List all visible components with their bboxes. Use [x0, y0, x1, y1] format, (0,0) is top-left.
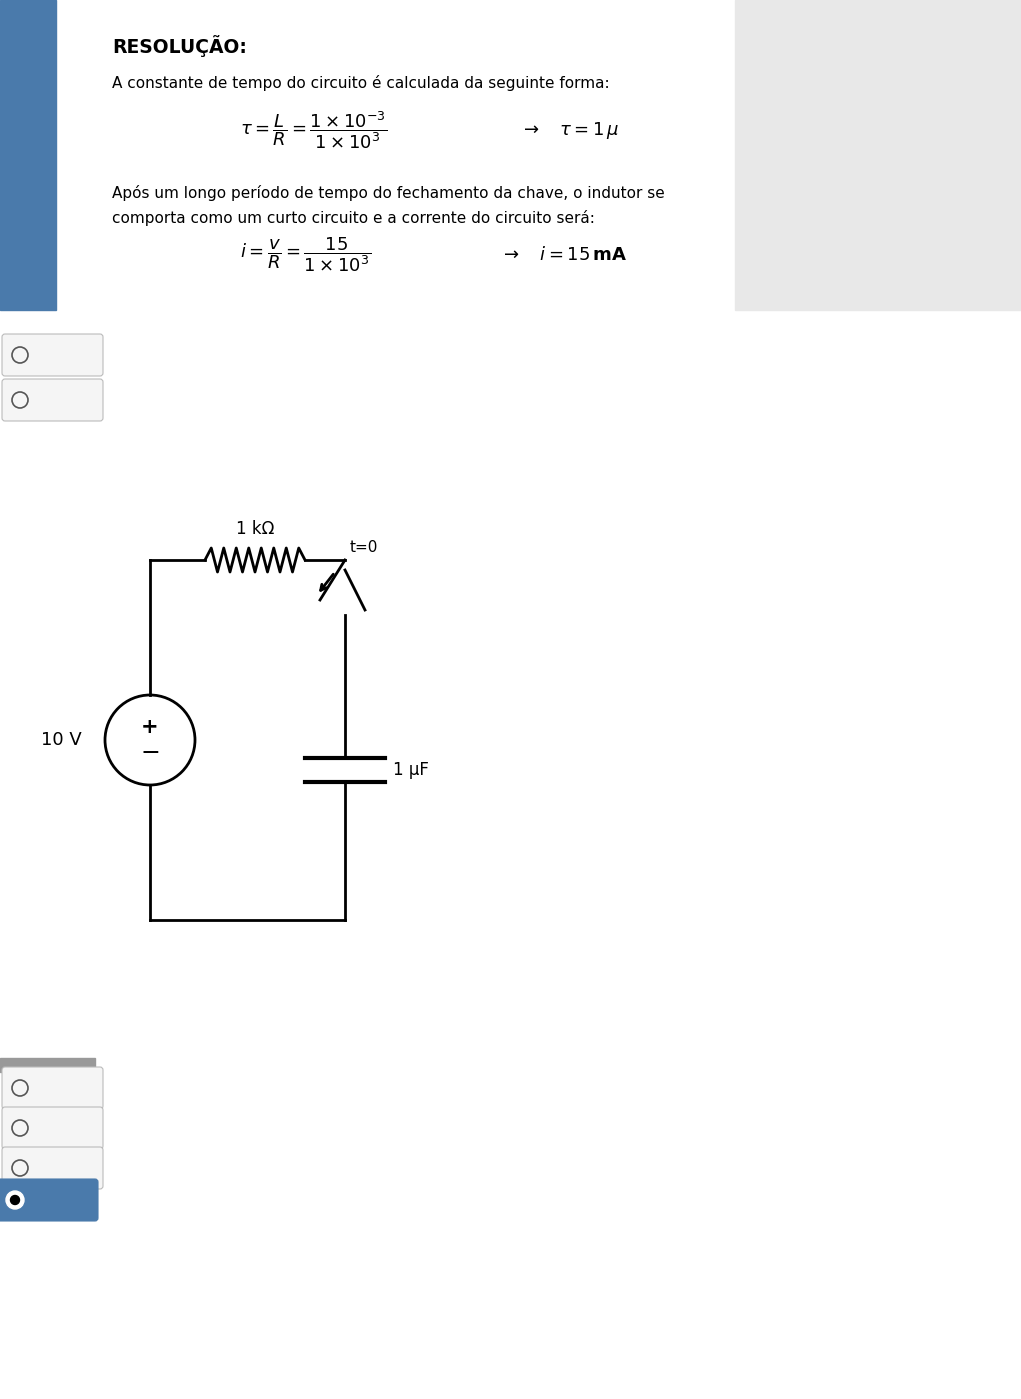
Circle shape — [6, 1191, 25, 1209]
Bar — [0, 1058, 95, 1072]
Text: $\tau = \dfrac{L}{R} = \dfrac{1 \times 10^{-3}}{1 \times 10^{3}}$: $\tau = \dfrac{L}{R} = \dfrac{1 \times 1… — [240, 109, 388, 151]
Text: $\rightarrow \quad i = 15\,\mathbf{mA}$: $\rightarrow \quad i = 15\,\mathbf{mA}$ — [500, 246, 627, 264]
FancyBboxPatch shape — [2, 1067, 103, 1109]
Text: 1 kΩ: 1 kΩ — [236, 520, 275, 539]
Text: RESOLUÇÃO:: RESOLUÇÃO: — [112, 35, 247, 57]
Text: −: − — [140, 741, 160, 765]
Text: Após um longo período de tempo do fechamento da chave, o indutor se: Após um longo período de tempo do fecham… — [112, 185, 665, 201]
Text: 10 V: 10 V — [41, 732, 82, 748]
Circle shape — [10, 1196, 19, 1205]
FancyBboxPatch shape — [0, 1179, 98, 1221]
FancyBboxPatch shape — [2, 1107, 103, 1149]
FancyBboxPatch shape — [2, 1147, 103, 1189]
FancyBboxPatch shape — [2, 334, 103, 376]
Text: 1 μF: 1 μF — [393, 761, 429, 779]
Circle shape — [105, 695, 195, 785]
Text: $\rightarrow \quad \tau = 1\,\mu$: $\rightarrow \quad \tau = 1\,\mu$ — [520, 119, 620, 140]
Text: $i = \dfrac{v}{R} = \dfrac{15}{1 \times 10^{3}}$: $i = \dfrac{v}{R} = \dfrac{15}{1 \times … — [240, 235, 371, 274]
Bar — [735, 0, 1021, 311]
FancyBboxPatch shape — [2, 379, 103, 421]
Text: +: + — [141, 718, 159, 737]
Text: A constante de tempo do circuito é calculada da seguinte forma:: A constante de tempo do circuito é calcu… — [112, 76, 610, 91]
Text: comporta como um curto circuito e a corrente do circuito será:: comporta como um curto circuito e a corr… — [112, 210, 595, 227]
Text: t=0: t=0 — [350, 540, 379, 555]
Bar — [0, 0, 56, 311]
